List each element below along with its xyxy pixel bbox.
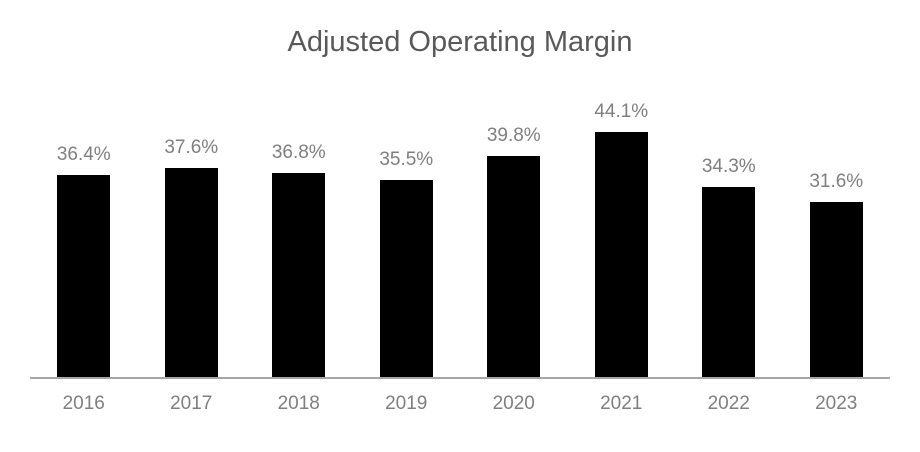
bar-value-label: 31.6% [809, 171, 864, 192]
bar-column: 35.5% [353, 70, 461, 378]
x-tick-label: 2023 [815, 393, 858, 414]
bar-value-label: 44.1% [594, 101, 649, 122]
bar-column: 37.6% [138, 70, 246, 378]
chart-title: Adjusted Operating Margin [287, 26, 633, 58]
bar-column: 36.8% [245, 70, 353, 378]
x-axis-tick-labels: 2016 2017 2018 2019 2020 2021 2022 2023 [30, 393, 890, 415]
bar [57, 175, 111, 378]
bar-value-label: 37.6% [164, 137, 219, 158]
bar-column: 36.4% [30, 70, 138, 378]
bar-value-label: 36.4% [56, 144, 111, 165]
x-tick-label: 2020 [492, 393, 535, 414]
bar-column: 39.8% [460, 70, 568, 378]
bar-column: 31.6% [783, 70, 891, 378]
x-tick-label: 2021 [600, 393, 643, 414]
bar [164, 168, 218, 378]
x-tick-label: 2018 [277, 393, 320, 414]
bar [272, 173, 326, 378]
bar-value-label: 39.8% [486, 125, 541, 146]
bar-value-label: 34.3% [701, 156, 756, 177]
bar [702, 187, 756, 378]
bar [379, 180, 433, 378]
bar-value-label: 36.8% [271, 142, 326, 163]
bar [594, 132, 648, 378]
plot-area: 36.4% 37.6% 36.8% 35.5% 39.8% 44.1% 34.3% 31.6% [30, 70, 890, 378]
x-tick-label: 2016 [62, 393, 105, 414]
bar [487, 156, 541, 378]
bar [809, 202, 863, 378]
x-tick-label: 2019 [385, 393, 428, 414]
x-tick-label: 2017 [170, 393, 213, 414]
bar-value-label: 35.5% [379, 149, 434, 170]
x-axis-line [30, 377, 890, 379]
bar-column: 44.1% [568, 70, 676, 378]
bar-column: 34.3% [675, 70, 783, 378]
x-tick-label: 2022 [707, 393, 750, 414]
